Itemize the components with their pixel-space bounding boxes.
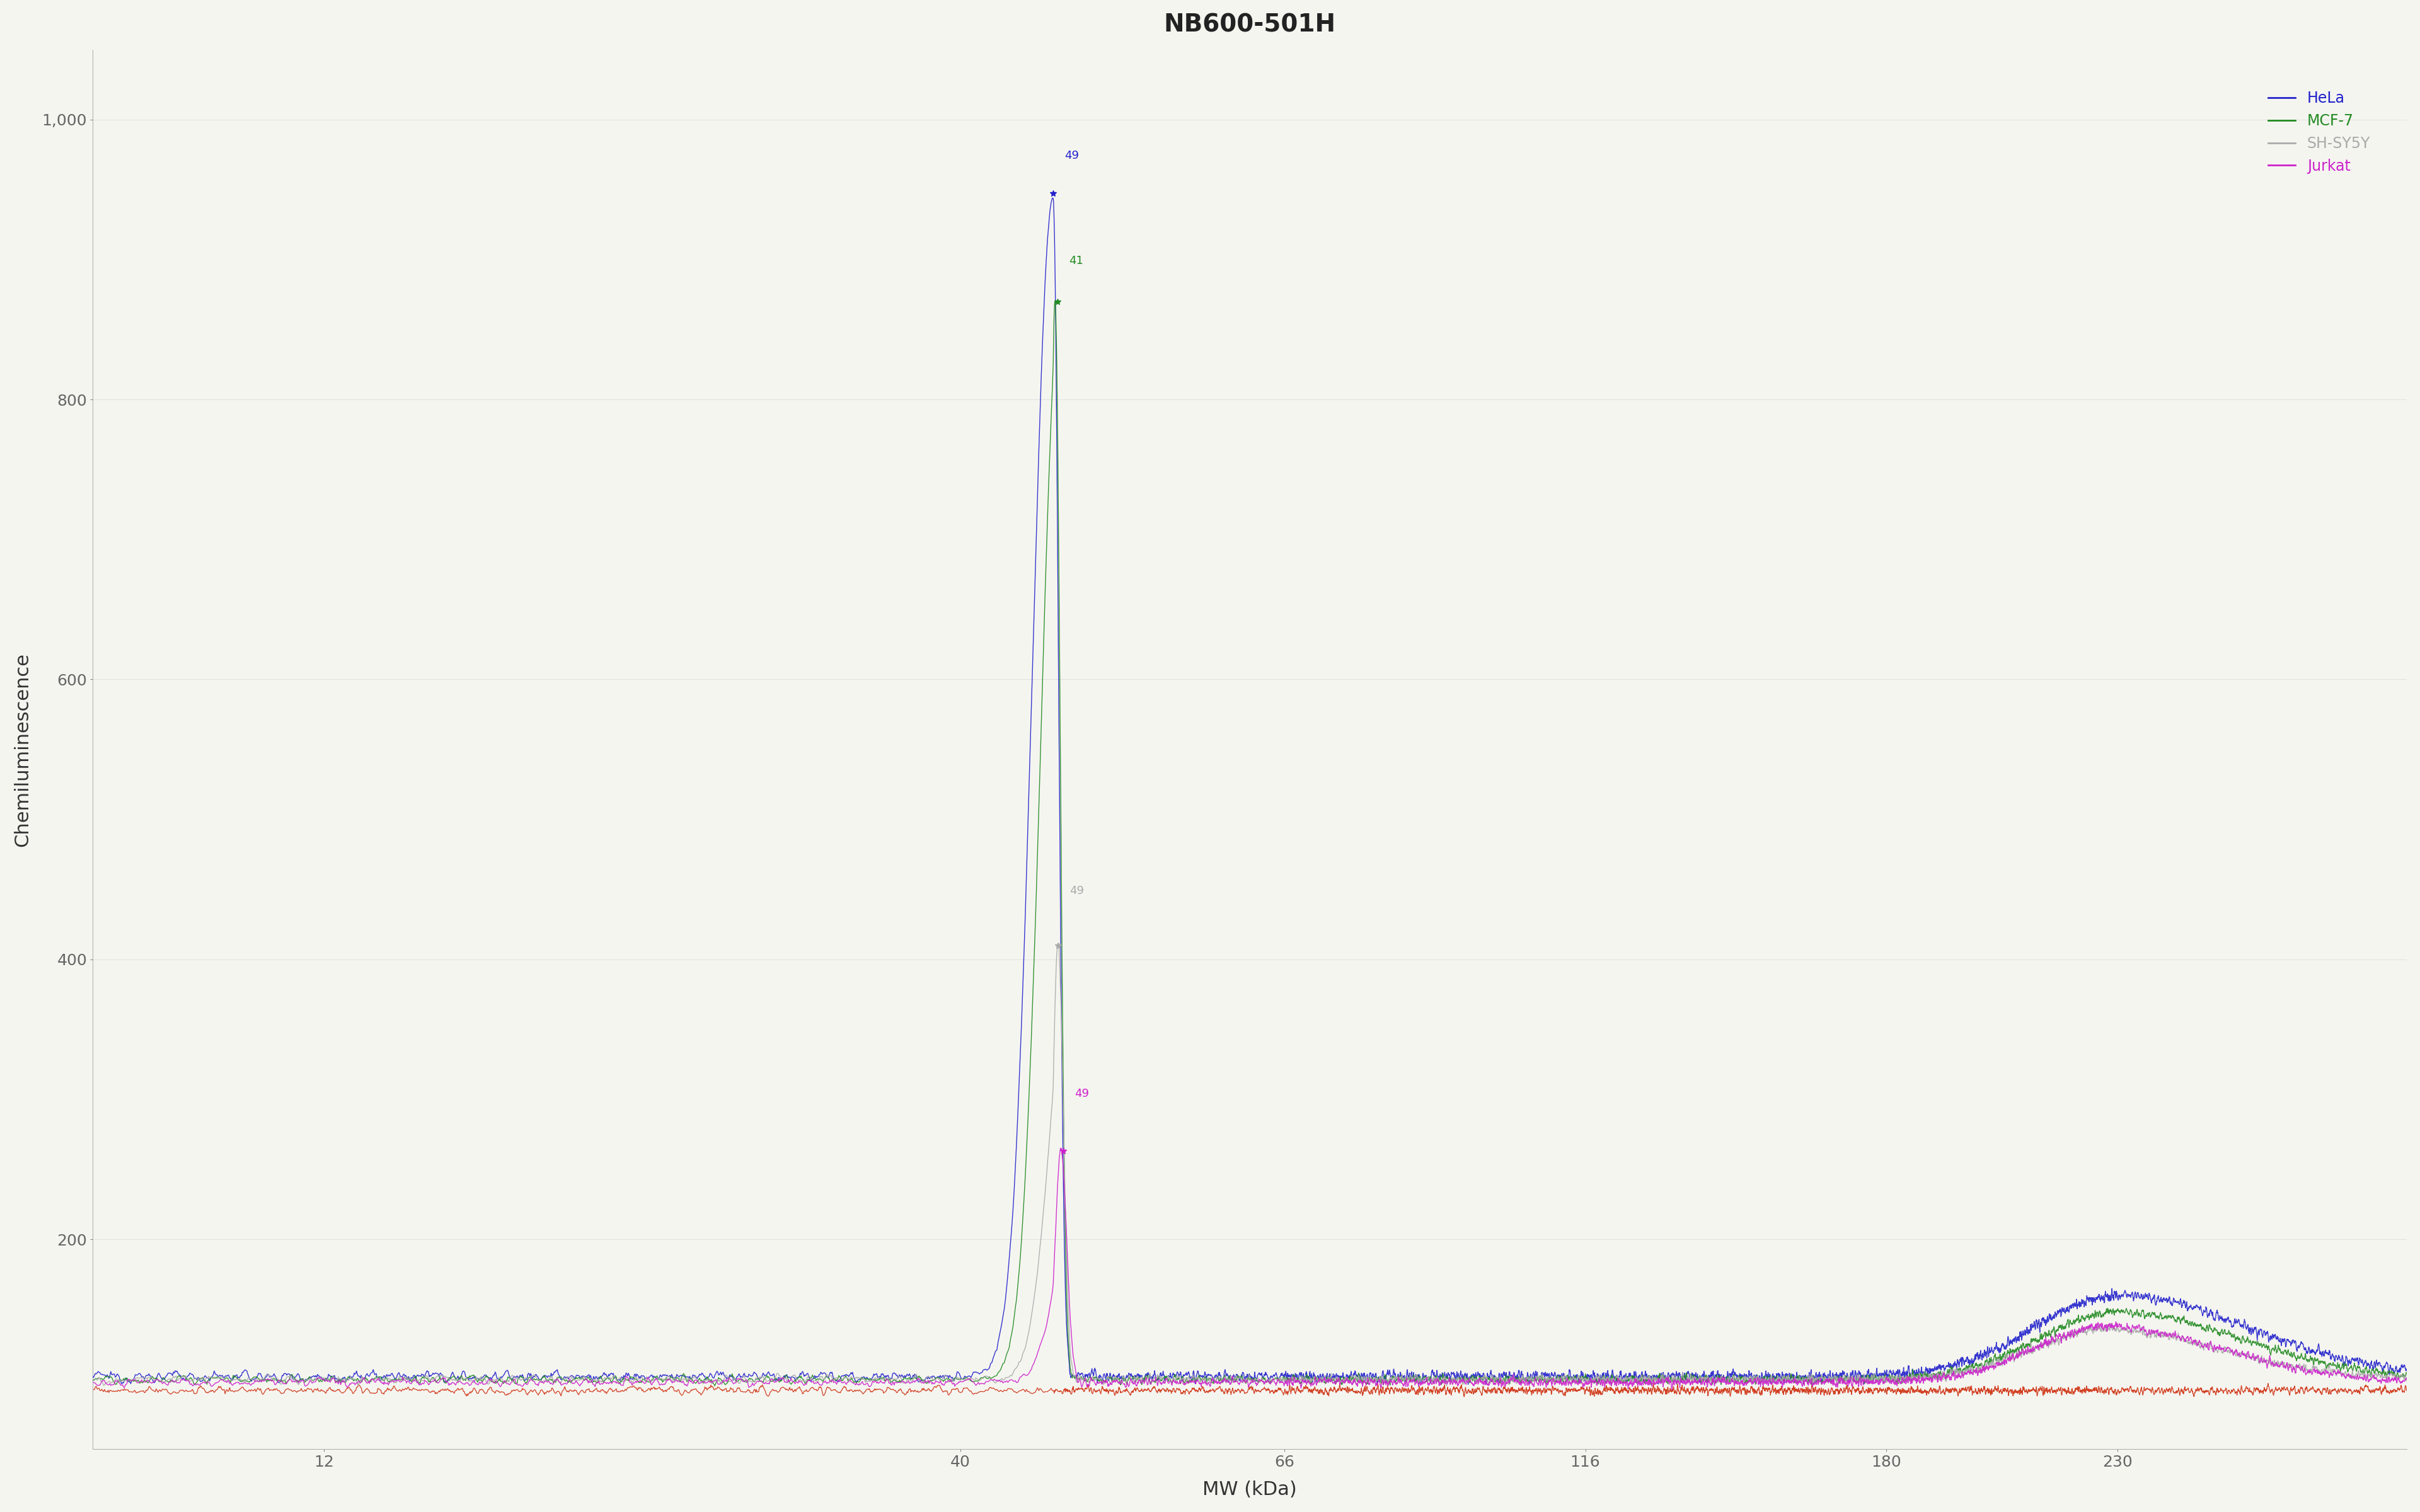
Text: 49: 49 [1074, 1089, 1089, 1099]
X-axis label: MW (kDa): MW (kDa) [1203, 1480, 1297, 1498]
Title: NB600-501H: NB600-501H [1164, 14, 1336, 38]
Text: 41: 41 [1070, 256, 1084, 266]
Text: 49: 49 [1070, 885, 1084, 897]
Legend: HeLa, MCF-7, SH-SY5Y, Jurkat: HeLa, MCF-7, SH-SY5Y, Jurkat [2263, 85, 2376, 180]
Y-axis label: Chemiluminescence: Chemiluminescence [12, 652, 31, 847]
Text: 49: 49 [1065, 150, 1079, 162]
